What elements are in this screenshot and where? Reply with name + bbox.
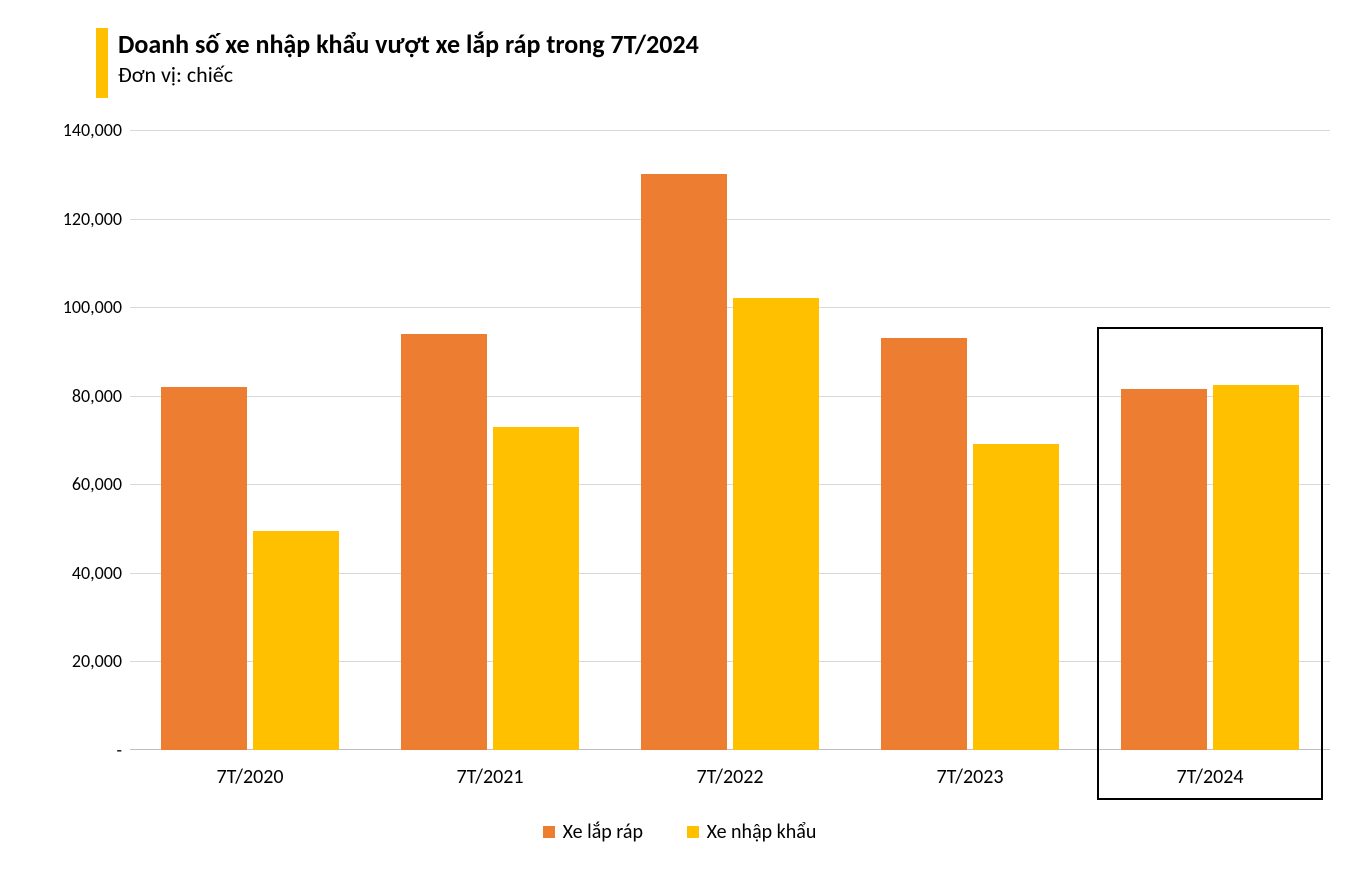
y-tick-label: 120,000 <box>12 208 122 230</box>
x-tick-label: 7T/2021 <box>430 765 550 789</box>
y-tick-label: 60,000 <box>12 473 122 495</box>
x-tick-label: 7T/2022 <box>670 765 790 789</box>
legend-label-series-0: Xe lắp ráp <box>563 820 643 844</box>
bar-series-0 <box>881 338 967 750</box>
chart-title: Doanh số xe nhập khẩu vượt xe lắp ráp tr… <box>118 28 699 61</box>
y-tick-label: - <box>12 739 122 761</box>
gridline <box>130 130 1330 131</box>
y-tick-label: 80,000 <box>12 385 122 407</box>
title-texts: Doanh số xe nhập khẩu vượt xe lắp ráp tr… <box>118 28 699 89</box>
legend-label-series-1: Xe nhập khẩu <box>707 820 817 844</box>
chart-container: Doanh số xe nhập khẩu vượt xe lắp ráp tr… <box>0 0 1359 878</box>
legend-item-series-0: Xe lắp ráp <box>543 820 643 844</box>
y-tick-label: 40,000 <box>12 562 122 584</box>
y-tick-label: 100,000 <box>12 296 122 318</box>
legend: Xe lắp ráp Xe nhập khẩu <box>0 820 1359 844</box>
x-tick-label: 7T/2020 <box>190 765 310 789</box>
gridline <box>130 219 1330 220</box>
chart-subtitle: Đơn vị: chiếc <box>118 61 699 90</box>
highlight-box <box>1097 327 1323 800</box>
y-tick-label: 20,000 <box>12 650 122 672</box>
bar-series-1 <box>493 427 579 750</box>
bar-series-0 <box>641 174 727 750</box>
x-tick-label: 7T/2023 <box>910 765 1030 789</box>
plot-area <box>130 130 1330 750</box>
bar-series-1 <box>733 298 819 750</box>
gridline <box>130 307 1330 308</box>
legend-item-series-1: Xe nhập khẩu <box>687 820 817 844</box>
bar-series-0 <box>401 334 487 750</box>
y-tick-label: 140,000 <box>12 119 122 141</box>
bar-series-0 <box>161 387 247 750</box>
chart-title-block: Doanh số xe nhập khẩu vượt xe lắp ráp tr… <box>96 28 699 98</box>
bar-series-1 <box>973 444 1059 750</box>
legend-swatch-series-0 <box>543 826 555 838</box>
bar-series-1 <box>253 531 339 750</box>
legend-swatch-series-1 <box>687 826 699 838</box>
x-tick-label: 7T/2024 <box>1150 765 1270 789</box>
title-accent-bar <box>96 28 108 98</box>
